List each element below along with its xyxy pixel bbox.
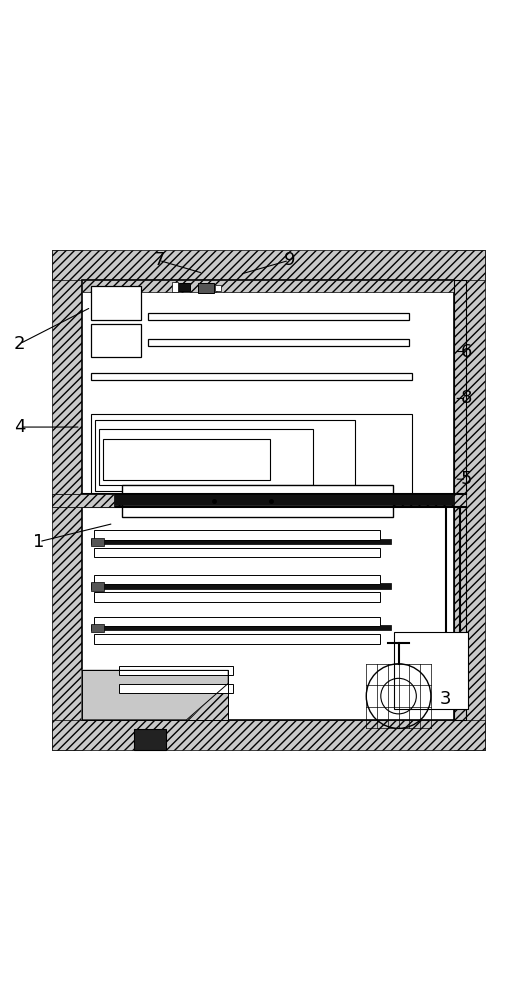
Bar <box>82 280 454 292</box>
Bar <box>82 280 454 497</box>
Bar <box>198 283 214 293</box>
Text: 7: 7 <box>153 251 165 269</box>
Bar <box>91 625 391 630</box>
Text: 1: 1 <box>33 533 45 551</box>
Bar <box>94 575 380 584</box>
Text: 4: 4 <box>14 418 26 436</box>
Bar <box>122 485 393 517</box>
Bar <box>52 494 466 507</box>
Bar <box>52 250 485 280</box>
Bar <box>52 720 485 750</box>
Text: 2: 2 <box>14 335 26 353</box>
Bar <box>91 324 141 357</box>
Bar <box>91 286 141 320</box>
Bar <box>103 439 270 480</box>
Text: 5: 5 <box>461 470 472 488</box>
Bar <box>177 283 190 291</box>
Bar <box>91 582 104 591</box>
Bar <box>94 548 380 557</box>
Bar <box>91 414 412 495</box>
Bar <box>91 538 104 546</box>
Bar <box>119 684 233 693</box>
Bar <box>91 583 391 589</box>
Bar <box>94 617 380 626</box>
Bar <box>215 285 221 291</box>
Bar <box>82 507 454 720</box>
Bar <box>148 339 409 346</box>
Bar <box>82 670 228 720</box>
Bar <box>95 420 355 491</box>
Text: 6: 6 <box>461 343 472 361</box>
Text: 8: 8 <box>461 389 472 407</box>
Bar <box>119 666 233 675</box>
Bar <box>91 624 104 632</box>
Bar <box>91 539 391 544</box>
Bar <box>94 634 380 644</box>
Bar <box>114 494 454 505</box>
Bar <box>52 250 82 750</box>
Text: 9: 9 <box>283 251 295 269</box>
Bar <box>99 429 313 485</box>
Bar <box>148 313 409 320</box>
Bar <box>134 729 166 750</box>
Bar <box>172 282 178 292</box>
Bar <box>91 373 412 380</box>
Bar <box>454 280 466 720</box>
Bar <box>94 592 380 602</box>
Bar <box>52 494 114 507</box>
Bar <box>94 530 380 540</box>
Bar <box>82 670 228 720</box>
Text: 3: 3 <box>440 690 451 708</box>
Bar <box>454 250 485 750</box>
Polygon shape <box>82 670 228 720</box>
Bar <box>454 280 466 720</box>
Bar <box>394 632 468 709</box>
